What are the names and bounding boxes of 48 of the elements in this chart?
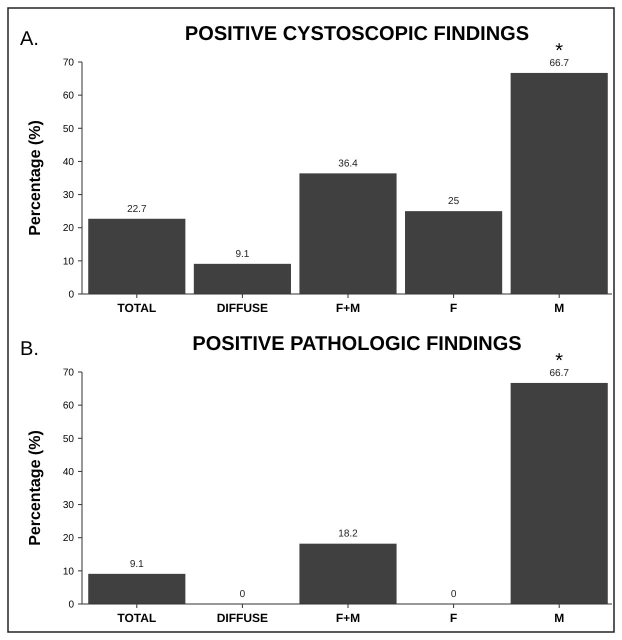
x-tick-label: TOTAL (117, 611, 156, 625)
y-tick-label: 10 (62, 566, 74, 578)
bar (194, 264, 291, 294)
bar (405, 211, 502, 294)
bar (510, 72, 608, 294)
y-tick-label: 20 (62, 533, 74, 544)
text: B. (20, 338, 39, 360)
y-axis-title: Percentage (%) (27, 430, 44, 546)
y-tick-label: 20 (62, 223, 74, 234)
chart-title: POSITIVE PATHOLOGIC FINDINGS (192, 333, 522, 355)
y-tick-label: 30 (62, 500, 74, 512)
text: A. (20, 28, 39, 50)
y-tick-label: 40 (62, 156, 74, 168)
y-tick-label: 30 (62, 190, 74, 202)
data-label: 25 (448, 196, 460, 208)
x-tick-label: F (450, 611, 458, 625)
bar (88, 574, 186, 604)
bar (299, 173, 397, 294)
x-tick-label: F (450, 301, 458, 315)
y-tick-label: 10 (62, 256, 74, 268)
data-label: 18.2 (338, 528, 358, 540)
y-tick-label: 60 (62, 400, 74, 412)
data-label: 9.1 (235, 248, 250, 260)
y-tick-label: 70 (62, 58, 74, 68)
y-tick-label: 40 (62, 466, 74, 478)
data-label: 36.4 (338, 158, 358, 170)
x-tick-label: M (554, 301, 564, 315)
y-axis-title: Percentage (%) (27, 120, 44, 236)
y-tick-label: 50 (62, 124, 74, 135)
data-label: 9.1 (130, 558, 144, 570)
y-tick-label: 0 (68, 600, 74, 610)
x-tick-label: F+M (336, 301, 360, 315)
bar (510, 382, 608, 604)
x-tick-label: M (554, 611, 564, 625)
y-tick-label: 60 (62, 90, 74, 102)
x-tick-label: TOTAL (117, 301, 156, 315)
x-tick-label: DIFFUSE (216, 611, 268, 625)
y-tick-label: 0 (68, 290, 74, 300)
data-label: 0 (240, 589, 246, 600)
y-tick-label: 50 (62, 434, 74, 445)
x-tick-label: F+M (336, 611, 360, 625)
x-tick-label: DIFFUSE (216, 301, 268, 315)
bar (88, 218, 186, 294)
chart-title: POSITIVE CYSTOSCOPIC FINDINGS (184, 23, 530, 45)
y-tick-label: 70 (62, 368, 74, 378)
data-label: 0 (450, 589, 457, 600)
bar (299, 544, 397, 604)
data-label: 22.7 (127, 204, 147, 215)
